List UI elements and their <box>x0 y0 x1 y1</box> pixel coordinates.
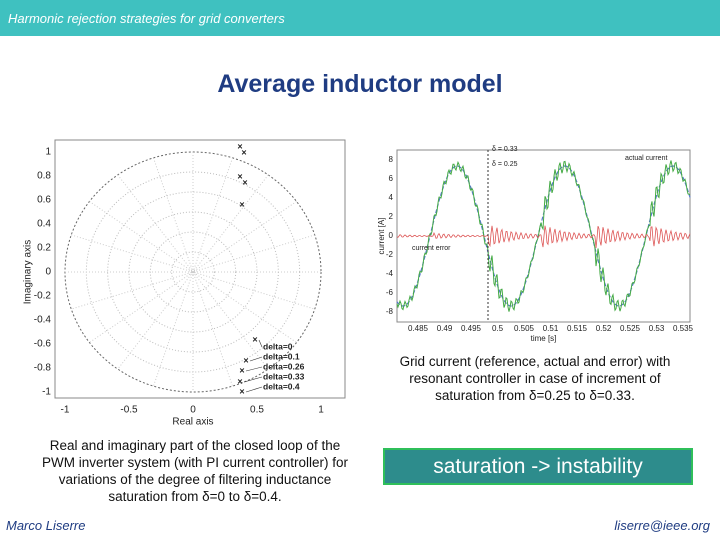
y-tick-label: 0.8 <box>37 171 51 182</box>
pole-marker: × <box>252 334 257 344</box>
x-axis-label: time [s] <box>531 334 557 343</box>
pole-marker: × <box>237 141 242 151</box>
x-tick-label: 0.525 <box>620 324 641 333</box>
x-tick-label: 0.5 <box>250 405 264 416</box>
damping-curve <box>149 231 237 313</box>
y-axis-label: current [A] <box>377 218 386 255</box>
legend-entry: delta=0.4 <box>263 381 300 391</box>
y-tick-label: 6 <box>389 174 394 183</box>
y-tick-label: 8 <box>389 155 394 164</box>
legend-pointer <box>249 356 263 362</box>
radial-grid <box>152 157 234 387</box>
pole-marker: × <box>241 147 246 157</box>
y-tick-label: -0.4 <box>34 315 52 326</box>
annotation: δ = 0.25 <box>492 161 518 168</box>
x-tick-label: 0.5 <box>492 324 504 333</box>
footer-author: Marco Liserre <box>6 518 86 533</box>
y-tick-label: 0.2 <box>37 243 51 254</box>
legend-pointer <box>245 386 263 393</box>
legend-entry: delta=0.1 <box>263 351 300 361</box>
y-tick-label: -6 <box>386 288 394 297</box>
footer-email: liserre@ieee.org <box>614 518 710 533</box>
pole-marker: × <box>243 355 248 365</box>
y-axis-label: Imaginary axis <box>23 240 34 304</box>
y-tick-label: 0.6 <box>37 195 51 206</box>
x-tick-label: 1 <box>318 405 324 416</box>
current-error <box>396 225 691 249</box>
header-bar: Harmonic rejection strategies for grid c… <box>0 0 720 36</box>
y-tick-label: 0 <box>389 231 394 240</box>
x-tick-label: 0.515 <box>567 324 588 333</box>
x-tick-label: 0.495 <box>461 324 482 333</box>
legend-pointer <box>243 376 263 383</box>
right-caption: Grid current (reference, actual and erro… <box>399 354 671 403</box>
y-tick-label: 2 <box>389 212 394 221</box>
pole-marker: × <box>237 376 242 386</box>
legend-entry: delta=0 <box>263 341 293 351</box>
y-tick-label: -0.6 <box>34 339 52 350</box>
pole-marker: × <box>239 365 244 375</box>
x-tick-label: 0.53 <box>649 324 665 333</box>
y-tick-label: -0.2 <box>34 291 52 302</box>
plot-frame <box>396 149 691 323</box>
current-figure: 8 6 4 2 0 -2 -4 -6 -8 0.485 0.49 0.495 0.5 0.505 0.51 0… <box>377 146 694 343</box>
y-tick-label: 0 <box>45 267 51 278</box>
y-tick-label: -1 <box>42 387 51 398</box>
radial-grid <box>71 234 315 310</box>
legend-entry: delta=0.26 <box>263 361 305 371</box>
x-axis-label: Real axis <box>172 417 213 425</box>
y-tick-label: 1 <box>45 147 51 158</box>
y-tick-label: -4 <box>386 269 394 278</box>
radial-grid <box>117 174 269 370</box>
x-tick-label: 0.485 <box>408 324 429 333</box>
legend-pointer <box>245 366 263 372</box>
x-tick-label: -1 <box>61 405 70 416</box>
pole-marker: × <box>239 199 244 209</box>
y-tick-label: -0.8 <box>34 363 52 374</box>
x-tick-label: 0 <box>190 405 196 416</box>
x-tick-label: 0.52 <box>596 324 612 333</box>
actual-current <box>396 160 691 312</box>
radial-grid <box>71 234 315 310</box>
annotation: δ = 0.33 <box>492 146 518 153</box>
x-tick-label: 0.51 <box>543 324 559 333</box>
header-title: Harmonic rejection strategies for grid c… <box>8 11 285 26</box>
y-tick-label: 4 <box>389 193 394 202</box>
left-caption: Real and imaginary part of the closed lo… <box>41 438 349 504</box>
pole-marker: × <box>237 171 242 181</box>
y-tick-label: -8 <box>386 307 394 316</box>
annotation: actual current <box>625 155 667 162</box>
plot-frame <box>54 139 346 399</box>
pole-marker: × <box>239 386 244 396</box>
root-locus-figure: -1 -0.5 0 0.5 1 1 0.8 0.6 0.4 0.2 0 -0.2 -0.4 -0.6 -0.… <box>23 139 346 425</box>
y-tick-label: 0.4 <box>37 219 51 230</box>
legend-pointer <box>258 339 263 348</box>
x-tick-label: -0.5 <box>120 405 138 416</box>
y-tick-label: -2 <box>386 250 394 259</box>
x-tick-label: 0.505 <box>514 324 535 333</box>
legend-entry: delta=0.33 <box>263 371 305 381</box>
radial-grid <box>117 174 269 370</box>
pole-marker: × <box>242 177 247 187</box>
annotation: current error <box>412 245 451 252</box>
callout: saturation -> instability <box>383 448 693 485</box>
x-tick-label: 0.49 <box>437 324 453 333</box>
x-tick-label: 0.535 <box>673 324 694 333</box>
slide-title: Average inductor model <box>217 70 503 98</box>
